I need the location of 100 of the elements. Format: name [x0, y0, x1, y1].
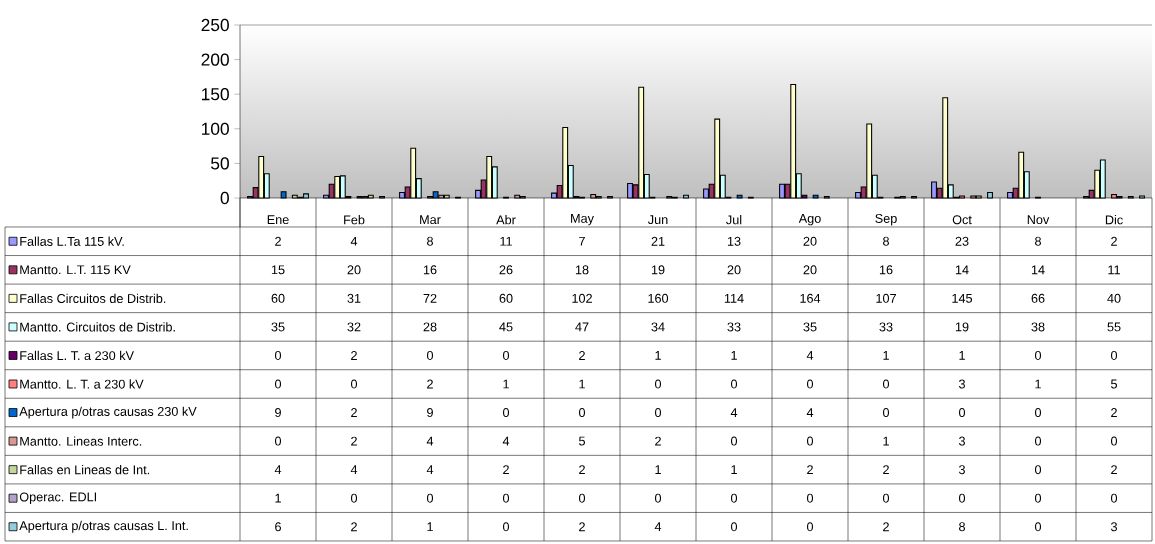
data-label: 2 — [1111, 236, 1117, 246]
data-label: 2 — [655, 436, 661, 446]
data-label: 55 — [1107, 322, 1121, 332]
data-label: 5 — [1110, 379, 1118, 389]
data-label: 1 — [655, 465, 661, 474]
data-label: 33 — [727, 322, 741, 332]
data-label: 33 — [879, 322, 893, 332]
data-label: 1 — [655, 351, 661, 360]
legend-label: Mantto. Lineas Interc. — [20, 436, 142, 446]
data-label: 72 — [423, 293, 437, 303]
data-label: 20 — [727, 265, 741, 275]
data-label: 9 — [427, 408, 433, 418]
data-label: 14 — [1031, 265, 1045, 275]
y-tick-label: 250 — [201, 18, 229, 32]
data-label: 1 — [883, 436, 889, 446]
legend-label: Apertura p/otras causas L. Int. — [19, 520, 188, 533]
data-label: 0 — [654, 493, 662, 503]
legend-label: Mantto. L.T. 115 KV — [20, 265, 131, 275]
data-label: 4 — [806, 351, 814, 360]
data-label: 0 — [426, 350, 434, 360]
data-label: 2 — [807, 465, 813, 475]
data-label: 2 — [351, 522, 357, 532]
data-label: 4 — [426, 436, 434, 446]
legend-label: Fallas L.Ta 115 kV. — [20, 236, 124, 246]
data-label: 19 — [955, 322, 969, 332]
legend-label: Fallas en Lineas de Int. — [20, 464, 150, 475]
data-label: 0 — [1034, 350, 1042, 360]
data-label: 0 — [958, 408, 966, 418]
data-label: 4 — [350, 465, 358, 474]
legend-label: Operac. EDLI — [19, 492, 96, 504]
x-tick-label: Dic — [1105, 215, 1123, 225]
data-label: 3 — [958, 465, 965, 475]
data-label: 114 — [724, 294, 744, 303]
data-label: 4 — [730, 408, 738, 417]
data-label: 32 — [347, 322, 361, 332]
data-label: 3 — [958, 436, 965, 446]
data-label: 23 — [955, 236, 969, 246]
data-label: 0 — [274, 379, 282, 389]
x-tick-label: Oct — [952, 215, 972, 225]
data-label: 8 — [1035, 236, 1041, 246]
data-label: 2 — [579, 351, 585, 360]
y-tick-label: 200 — [201, 53, 229, 66]
data-label: 3 — [958, 379, 965, 389]
data-label: 0 — [1110, 436, 1118, 446]
data-label: 1 — [731, 351, 737, 360]
data-label: 0 — [882, 408, 890, 418]
data-label: 2 — [883, 465, 889, 475]
data-label: 0 — [730, 493, 738, 503]
data-label: 0 — [1034, 436, 1042, 446]
data-label: 31 — [347, 293, 361, 303]
data-label: 38 — [1031, 322, 1045, 332]
data-label: 2 — [351, 436, 357, 446]
data-label: 2 — [427, 379, 433, 389]
data-label: 0 — [1110, 493, 1118, 503]
data-label: 11 — [500, 236, 512, 246]
data-label: 4 — [426, 465, 434, 474]
data-label: 164 — [800, 293, 821, 303]
data-label: 0 — [1034, 408, 1042, 418]
data-label: 1 — [731, 465, 737, 474]
data-label: 0 — [654, 408, 662, 418]
data-label: 107 — [876, 293, 896, 303]
data-label: 0 — [730, 436, 738, 446]
data-label: 19 — [651, 265, 665, 275]
data-label: 11 — [1108, 265, 1120, 275]
data-label: 8 — [427, 236, 433, 246]
x-tick-label: Ago — [798, 214, 821, 226]
data-label: 0 — [806, 493, 814, 503]
data-label: 0 — [806, 522, 814, 532]
data-label: 2 — [351, 408, 357, 417]
data-label: 145 — [952, 293, 973, 303]
data-label: 2 — [1111, 408, 1117, 417]
data-label: 35 — [271, 322, 285, 332]
data-label: 8 — [883, 236, 889, 246]
legend-label: Mantto. L. T. a 230 kV — [20, 379, 144, 389]
data-label: 45 — [499, 322, 513, 332]
data-label: 0 — [502, 408, 510, 418]
x-tick-label: Mar — [420, 215, 441, 225]
x-tick-label: Jul — [726, 215, 742, 225]
x-tick-label: Sep — [875, 213, 897, 226]
data-label: 2 — [1111, 465, 1117, 475]
data-label: 0 — [730, 379, 738, 389]
data-label: 0 — [350, 493, 358, 503]
data-label: 2 — [883, 522, 889, 532]
data-label: 20 — [803, 265, 817, 275]
x-tick-label: Feb — [344, 215, 365, 225]
data-label: 66 — [1031, 293, 1045, 303]
data-label: 4 — [350, 236, 358, 246]
data-label: 4 — [274, 465, 282, 474]
data-label: 0 — [1034, 465, 1042, 475]
data-label: 8 — [959, 522, 965, 532]
data-label: 1 — [959, 351, 965, 360]
data-label: 2 — [275, 236, 281, 246]
data-label: 9 — [275, 408, 281, 418]
data-label: 0 — [882, 493, 890, 503]
data-label: 1 — [883, 351, 889, 360]
data-label: 0 — [1034, 493, 1042, 503]
data-label: 1 — [1035, 379, 1041, 389]
data-label: 2 — [503, 465, 509, 475]
data-label: 40 — [1107, 293, 1121, 303]
y-tick-label: 0 — [220, 191, 229, 205]
